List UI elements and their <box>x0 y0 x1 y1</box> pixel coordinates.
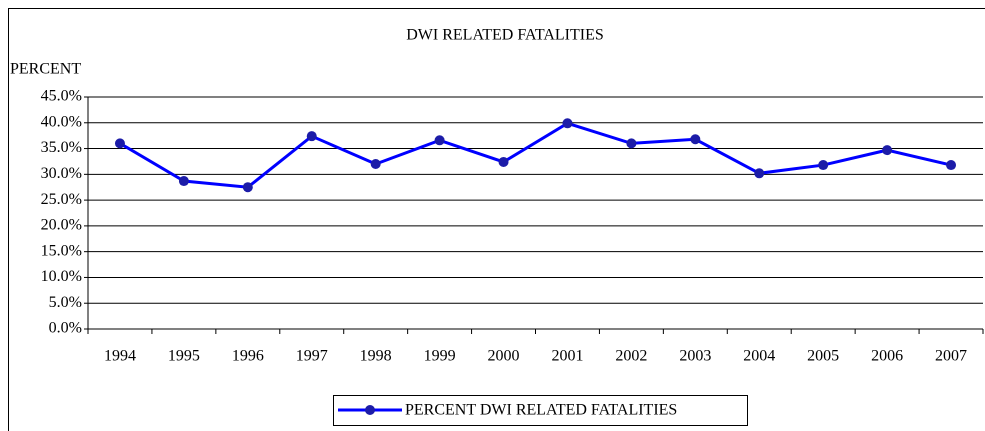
y-tick-label: 30.0% <box>41 165 82 182</box>
legend-marker <box>365 405 375 415</box>
y-tick-label: 20.0% <box>41 217 82 234</box>
y-axis-label: PERCENT <box>10 61 81 78</box>
x-tick-label: 1998 <box>360 348 392 365</box>
x-tick-label: 1999 <box>424 348 456 365</box>
x-tick-label: 1996 <box>232 348 264 365</box>
marker <box>946 160 957 171</box>
marker <box>818 160 829 171</box>
marker <box>498 156 509 167</box>
y-tick-label: 25.0% <box>41 191 82 208</box>
marker <box>690 134 701 145</box>
y-tick-label: 40.0% <box>41 113 82 130</box>
line <box>119 121 952 189</box>
marker <box>370 159 381 170</box>
marker <box>306 131 317 142</box>
x-tick-label: 2000 <box>488 348 520 365</box>
x-tick-label: 2002 <box>615 348 647 365</box>
x-tick-label: 1997 <box>296 348 328 365</box>
x-tick-label: 1995 <box>168 348 200 365</box>
marker <box>754 168 765 179</box>
x-tick-label: 1994 <box>104 348 136 365</box>
x-tick-label: 2005 <box>807 348 839 365</box>
legend <box>333 395 748 426</box>
y-tick-label: 45.0% <box>41 88 82 105</box>
x-tick-label: 2007 <box>935 348 967 365</box>
marker <box>434 135 445 146</box>
y-tick-label: 35.0% <box>41 139 82 156</box>
y-tick-label: 10.0% <box>41 268 82 285</box>
marker <box>882 145 893 156</box>
marker <box>562 118 573 129</box>
y-tick-label: 0.0% <box>49 320 82 337</box>
y-tick-label: 15.0% <box>41 242 82 259</box>
x-tick-label: 2006 <box>871 348 903 365</box>
marker <box>626 138 637 149</box>
legend-label: PERCENT DWI RELATED FATALITIES <box>405 402 677 419</box>
x-tick-label: 2003 <box>679 348 711 365</box>
x-tick-label: 2004 <box>743 348 775 365</box>
chart-title: DWI RELATED FATALITIES <box>406 27 604 44</box>
y-tick-label: 5.0% <box>49 294 82 311</box>
marker <box>114 138 125 149</box>
marker <box>242 182 253 193</box>
marker <box>178 176 189 187</box>
x-tick-label: 2001 <box>551 348 583 365</box>
